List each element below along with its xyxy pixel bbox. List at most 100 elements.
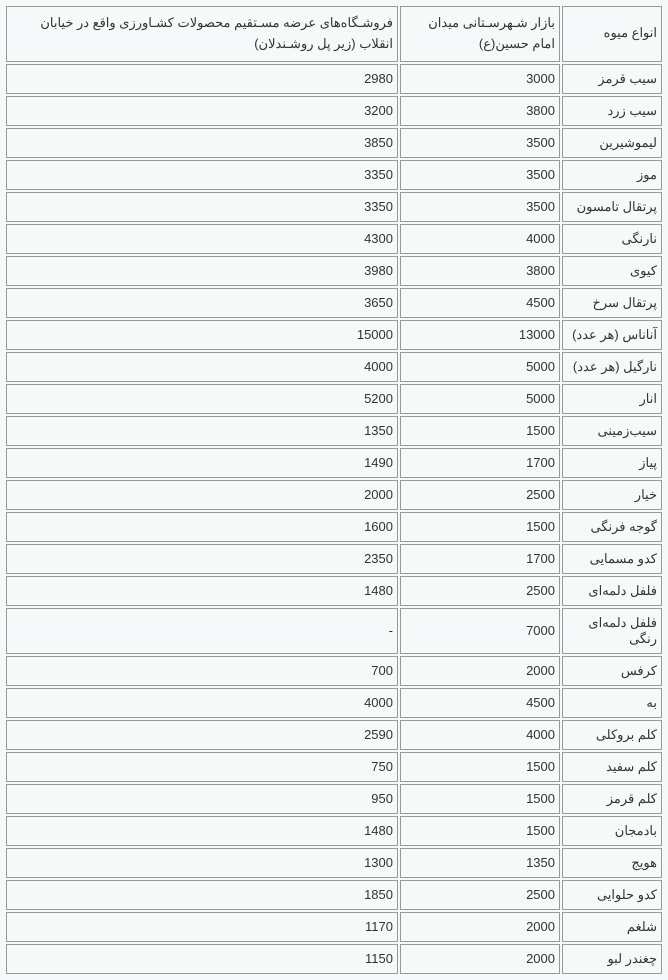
cell-price-2: 5200 (6, 384, 398, 414)
table-row: سیب‌زمینی15001350 (6, 416, 662, 446)
cell-fruit-name: کلم قرمز (562, 784, 662, 814)
cell-price-1: 2500 (400, 880, 560, 910)
cell-price-1: 3500 (400, 128, 560, 158)
table-row: آناناس (هر عدد)1300015000 (6, 320, 662, 350)
table-row: بادمجان15001480 (6, 816, 662, 846)
table-row: پرتقال تامسون35003350 (6, 192, 662, 222)
cell-price-2: 750 (6, 752, 398, 782)
cell-fruit-name: بادمجان (562, 816, 662, 846)
cell-price-2: 3850 (6, 128, 398, 158)
cell-price-2: 1480 (6, 576, 398, 606)
cell-fruit-name: موز (562, 160, 662, 190)
cell-price-2: 2350 (6, 544, 398, 574)
cell-fruit-name: کدو مسمایی (562, 544, 662, 574)
cell-price-1: 3800 (400, 96, 560, 126)
cell-price-2: 1150 (6, 944, 398, 974)
table-row: سیب قرمز30002980 (6, 64, 662, 94)
cell-fruit-name: سیب قرمز (562, 64, 662, 94)
cell-fruit-name: گوجه فرنگی (562, 512, 662, 542)
cell-price-2: 3350 (6, 160, 398, 190)
cell-price-1: 1700 (400, 448, 560, 478)
cell-fruit-name: انار (562, 384, 662, 414)
cell-price-2: 1600 (6, 512, 398, 542)
cell-fruit-name: سیب زرد (562, 96, 662, 126)
table-row: فلفل دلمه‌ای25001480 (6, 576, 662, 606)
table-row: نارنگی40004300 (6, 224, 662, 254)
table-row: سیب زرد38003200 (6, 96, 662, 126)
cell-fruit-name: شلغم (562, 912, 662, 942)
cell-price-1: 13000 (400, 320, 560, 350)
cell-price-1: 2500 (400, 480, 560, 510)
cell-price-1: 1700 (400, 544, 560, 574)
cell-price-2: 3350 (6, 192, 398, 222)
table-row: چغندر لبو20001150 (6, 944, 662, 974)
cell-price-2: 2590 (6, 720, 398, 750)
cell-fruit-name: پیاز (562, 448, 662, 478)
cell-fruit-name: آناناس (هر عدد) (562, 320, 662, 350)
table-row: هویج13501300 (6, 848, 662, 878)
table-row: کلم بروکلی40002590 (6, 720, 662, 750)
table-row: لیموشیرین35003850 (6, 128, 662, 158)
cell-price-2: 3200 (6, 96, 398, 126)
cell-fruit-name: پرتقال تامسون (562, 192, 662, 222)
cell-price-2: 950 (6, 784, 398, 814)
header-market-1: بازار شـهرسـتانی میدان امام حسین(ع) (400, 6, 560, 62)
cell-price-2: 1350 (6, 416, 398, 446)
cell-price-1: 1500 (400, 752, 560, 782)
table-row: فلفل دلمه‌ای رنگی7000- (6, 608, 662, 654)
table-row: کلم سفید1500750 (6, 752, 662, 782)
cell-price-1: 2000 (400, 656, 560, 686)
cell-price-1: 3800 (400, 256, 560, 286)
cell-fruit-name: لیموشیرین (562, 128, 662, 158)
cell-fruit-name: کیوی (562, 256, 662, 286)
cell-price-1: 1500 (400, 816, 560, 846)
cell-price-1: 2000 (400, 944, 560, 974)
cell-price-1: 1350 (400, 848, 560, 878)
table-row: خیار25002000 (6, 480, 662, 510)
table-row: کدو مسمایی17002350 (6, 544, 662, 574)
cell-price-1: 4500 (400, 288, 560, 318)
cell-price-1: 3500 (400, 192, 560, 222)
cell-price-2: 3650 (6, 288, 398, 318)
cell-price-1: 1500 (400, 416, 560, 446)
cell-price-2: 1170 (6, 912, 398, 942)
cell-price-1: 3500 (400, 160, 560, 190)
cell-price-2: 2980 (6, 64, 398, 94)
cell-price-2: 3980 (6, 256, 398, 286)
cell-fruit-name: پرتقال سرخ (562, 288, 662, 318)
cell-price-1: 4000 (400, 720, 560, 750)
cell-price-1: 1500 (400, 512, 560, 542)
cell-price-2: 4000 (6, 688, 398, 718)
cell-price-1: 2000 (400, 912, 560, 942)
table-row: انار50005200 (6, 384, 662, 414)
cell-price-1: 4000 (400, 224, 560, 254)
table-row: نارگیل (هر عدد)50004000 (6, 352, 662, 382)
cell-price-2: - (6, 608, 398, 654)
cell-price-1: 5000 (400, 352, 560, 382)
cell-fruit-name: فلفل دلمه‌ای (562, 576, 662, 606)
cell-fruit-name: کدو حلوایی (562, 880, 662, 910)
table-row: موز35003350 (6, 160, 662, 190)
cell-price-2: 4000 (6, 352, 398, 382)
cell-price-2: 1480 (6, 816, 398, 846)
cell-fruit-name: نارگیل (هر عدد) (562, 352, 662, 382)
table-row: شلغم20001170 (6, 912, 662, 942)
cell-price-2: 2000 (6, 480, 398, 510)
cell-price-1: 7000 (400, 608, 560, 654)
cell-price-2: 4300 (6, 224, 398, 254)
table-row: کلم قرمز1500950 (6, 784, 662, 814)
cell-price-1: 2500 (400, 576, 560, 606)
cell-fruit-name: کلم سفید (562, 752, 662, 782)
table-row: گوجه فرنگی15001600 (6, 512, 662, 542)
table-row: به45004000 (6, 688, 662, 718)
cell-price-1: 5000 (400, 384, 560, 414)
price-table: انواع میوه بازار شـهرسـتانی میدان امام ح… (4, 4, 664, 976)
cell-price-1: 1500 (400, 784, 560, 814)
cell-fruit-name: هویج (562, 848, 662, 878)
header-market-2: فروشـگاه‌های عرضه مسـتقیم محصولات کشـاور… (6, 6, 398, 62)
cell-fruit-name: به (562, 688, 662, 718)
cell-price-1: 3000 (400, 64, 560, 94)
cell-fruit-name: خیار (562, 480, 662, 510)
cell-price-2: 1300 (6, 848, 398, 878)
cell-price-2: 15000 (6, 320, 398, 350)
